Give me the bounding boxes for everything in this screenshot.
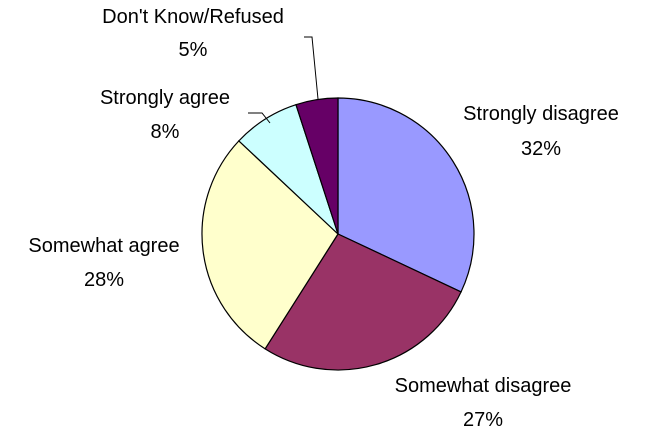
slice-category-label: Don't Know/Refused [102,6,284,28]
leader-line-strongly-agree [248,112,271,124]
slice-category-label: Somewhat disagree [395,375,572,397]
pie-slice-somewhat-agree [201,140,339,350]
slice-category-label: Somewhat agree [28,235,179,257]
leader-line-dont-know [304,36,319,100]
leader-lines [248,36,319,124]
slice-percent-label: 27% [463,409,503,431]
slice-percent-label: 5% [179,39,208,61]
pie-slices [201,97,475,371]
pie-slice-somewhat-disagree [264,233,462,371]
slice-percent-label: 8% [151,121,180,143]
slice-percent-label: 32% [521,138,561,160]
slice-category-label: Strongly agree [100,87,230,109]
slice-labels: Strongly disagree 32% Somewhat disagree 27%… [28,6,618,431]
pie-slice-don-t-know-refused [295,97,339,235]
slice-category-label: Strongly disagree [463,103,619,125]
pie-slice-strongly-disagree [337,97,475,293]
slice-percent-label: 28% [84,269,124,291]
